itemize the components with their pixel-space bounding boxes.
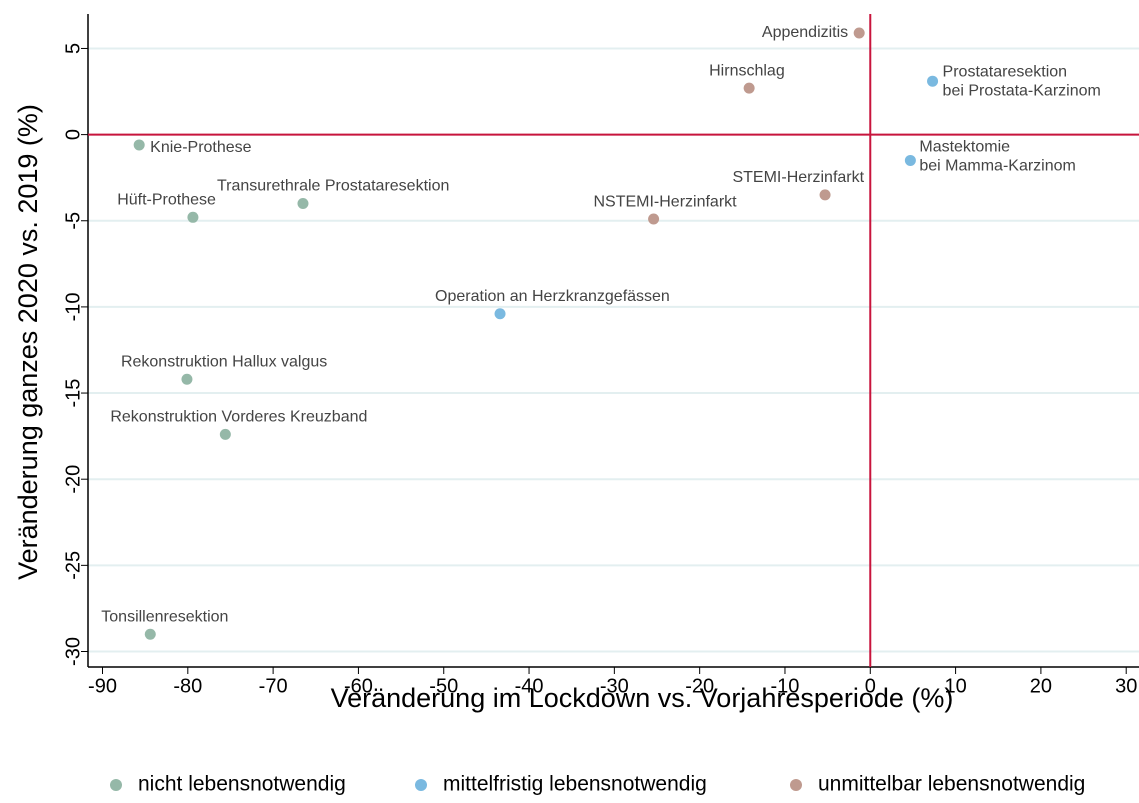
point xyxy=(743,82,755,94)
point xyxy=(648,213,660,225)
x-tick-label: -80 xyxy=(173,675,202,697)
x-tick-label: -20 xyxy=(685,675,714,697)
legend-marker xyxy=(415,779,427,791)
point xyxy=(853,27,865,39)
x-tick-label: 0 xyxy=(865,675,876,697)
x-tick-label: 10 xyxy=(944,675,966,697)
point-label: Rekonstruktion Vorderes Kreuzband xyxy=(110,409,367,426)
x-tick-label: -30 xyxy=(600,675,629,697)
point xyxy=(494,308,506,320)
legend-marker xyxy=(790,779,802,791)
point xyxy=(219,428,231,440)
point xyxy=(144,628,156,640)
x-axis-label: Veränderung im Lockdown vs. Vorjahresper… xyxy=(331,683,954,713)
x-tick-label: 20 xyxy=(1030,675,1052,697)
point xyxy=(904,154,916,166)
point-label: NSTEMI-Herzinfarkt xyxy=(593,193,737,210)
y-tick-label: 0 xyxy=(62,129,84,140)
x-tick-label: -90 xyxy=(88,675,117,697)
point-label: Mastektomie xyxy=(919,139,1010,156)
x-tick-label: -70 xyxy=(259,675,288,697)
point-label: Transurethrale Prostataresektion xyxy=(217,178,449,195)
point-label: Knie-Prothese xyxy=(150,139,251,156)
point xyxy=(181,373,193,385)
y-axis-label: Veränderung ganzes 2020 vs. 2019 (%) xyxy=(13,104,43,580)
point xyxy=(297,198,309,210)
y-tick-label: -5 xyxy=(62,212,84,230)
point-label: bei Mamma-Karzinom xyxy=(919,158,1075,175)
x-tick-label: 30 xyxy=(1115,675,1137,697)
point-label: Appendizitis xyxy=(762,24,848,41)
x-tick-label: -40 xyxy=(515,675,544,697)
legend-label: unmittelbar lebensnotwendig xyxy=(818,773,1085,796)
y-tick-label: 5 xyxy=(62,43,84,54)
legend-label: mittelfristig lebensnotwendig xyxy=(443,773,707,796)
point-label: Tonsillenresektion xyxy=(101,608,228,625)
point-label: Hirnschlag xyxy=(709,62,785,79)
point xyxy=(927,75,939,87)
point-label: bei Prostata-Karzinom xyxy=(943,82,1101,99)
point-label: STEMI-Herzinfarkt xyxy=(732,169,864,186)
point-label: Prostataresektion xyxy=(943,63,1068,80)
point xyxy=(133,139,145,151)
point xyxy=(187,211,199,223)
point xyxy=(819,189,831,201)
x-tick-label: -10 xyxy=(771,675,800,697)
point-label: Rekonstruktion Hallux valgus xyxy=(121,353,327,370)
x-tick-label: -60 xyxy=(344,675,373,697)
point-label: Operation an Herzkranzgefässen xyxy=(435,288,670,305)
legend-label: nicht lebensnotwendig xyxy=(138,773,346,796)
y-tick-label: -10 xyxy=(62,292,84,321)
x-tick-label: -50 xyxy=(429,675,458,697)
y-tick-label: -25 xyxy=(62,551,84,580)
legend-marker xyxy=(110,779,122,791)
y-tick-label: -20 xyxy=(62,465,84,494)
point-label: Hüft-Prothese xyxy=(117,192,216,209)
y-tick-label: -15 xyxy=(62,379,84,408)
y-tick-label: -30 xyxy=(62,637,84,666)
